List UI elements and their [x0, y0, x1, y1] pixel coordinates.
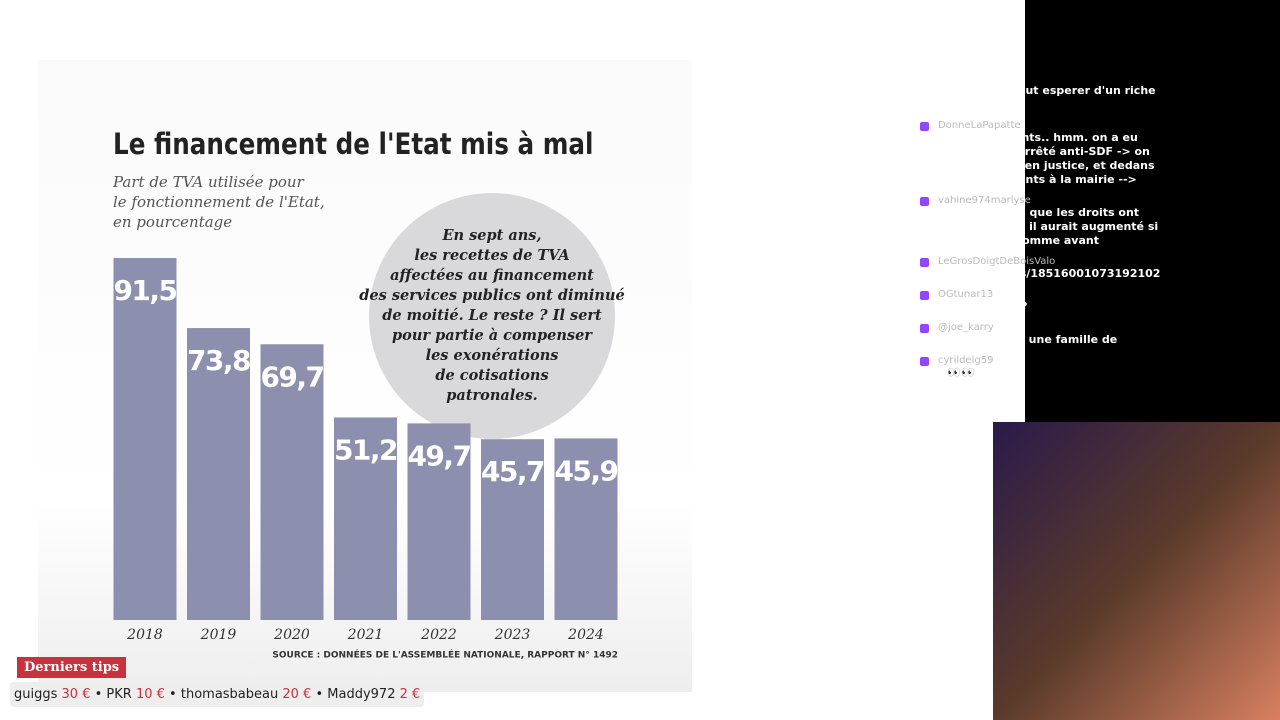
x-tick-label: 2023 — [494, 627, 531, 643]
tip-name: guiggs — [14, 687, 58, 702]
x-tick-label: 2022 — [420, 627, 457, 643]
value-label: 45,9 — [554, 454, 617, 487]
tip-amount: 2 € — [399, 687, 421, 702]
value-label: 69,7 — [260, 360, 323, 393]
separator: • — [90, 687, 107, 702]
annotation: En sept ans, — [441, 227, 541, 244]
x-tick-label: 2021 — [347, 627, 384, 643]
tip-name: Maddy972 — [327, 687, 396, 702]
tip-name: PKR — [106, 687, 132, 702]
bar — [554, 438, 618, 620]
bar — [407, 423, 471, 620]
x-tick-label: 2024 — [567, 627, 604, 643]
chat-line: des commerçants à la mairie --> — [936, 173, 1137, 186]
chat-line: important que une famille de — [936, 333, 1118, 346]
chat-line: ut ce pognon ? — [936, 300, 1028, 313]
bubble — [369, 193, 615, 439]
tips-panel: Derniers tips guiggs 30 € • PKR 10 € • th… — [10, 656, 425, 707]
chat-line: ulême avec l'arrêté anti-SDF -> on — [936, 145, 1150, 158]
chat-line: en shower" — [936, 98, 1006, 111]
value-label: 45,7 — [481, 455, 544, 488]
chat-user: cyrildelg59 — [918, 355, 1248, 366]
subtitle: Part de TVA utilisée pour — [112, 173, 305, 191]
x-tick-label: 2018 — [126, 627, 163, 643]
x-tick-label: 2020 — [273, 627, 310, 643]
bar — [334, 417, 397, 620]
annotation: de cotisations — [435, 367, 548, 384]
annotation: affectées au financement — [390, 267, 594, 284]
bar — [187, 328, 250, 620]
x-tick-label: 2019 — [200, 627, 237, 643]
annotation: patronales. — [446, 387, 537, 404]
chat-user: DonneLaPapatte — [918, 120, 1248, 131]
value-label: 51,2 — [334, 433, 397, 466]
chat-user: @joe_karry — [918, 322, 1248, 333]
source: SOURCE : DONNÉES DE L'ASSEMBLÉE NATIONAL… — [272, 649, 618, 661]
chat-user: LeGrosDoigtDeBoisValo — [918, 256, 1248, 267]
annotation: pour partie à compenser — [392, 327, 593, 344]
separator: • — [164, 687, 181, 702]
chat-user: vahine974marlyse — [918, 195, 1248, 206]
chat-line: ugmenté alors que les droits ont — [936, 206, 1140, 219]
bar — [481, 439, 544, 620]
chat-line: y avait droit comme avant — [936, 234, 1099, 247]
bar — [113, 258, 177, 620]
value-label: 73,8 — [187, 344, 250, 377]
chart-title: Le financement de l'Etat mis à mal — [113, 128, 593, 161]
value-label: 91,5 — [113, 274, 176, 307]
separator: • — [311, 687, 328, 702]
tip-name: thomasbabeau — [180, 687, 279, 702]
chat-messages: ment qu'on peut esperer d'un riche en sho… — [918, 84, 1248, 380]
chat-line: e 👀👀 — [936, 366, 975, 379]
subtitle: le fonctionnement de l'Etat, — [113, 193, 325, 211]
chat-line: ment qu'on peut esperer d'un riche — [936, 84, 1156, 97]
tips-list: guiggs 30 € • PKR 10 € • thomasbabeau 20… — [10, 682, 425, 707]
tip-amount: 30 € — [61, 687, 91, 702]
annotation: des services publics ont diminué — [359, 287, 624, 304]
tip-amount: 10 € — [135, 687, 165, 702]
annotation: de moitié. Le reste ? Il sert — [382, 307, 602, 324]
chat-line: les commerçants.. hmm. on a eu — [936, 131, 1138, 144]
chat-panel — [1025, 0, 1280, 422]
chat-line: Freezze/status/18516001073192102 — [936, 267, 1161, 280]
chat-user: OGtunar13 — [918, 289, 1248, 300]
subtitle: en pourcentage — [113, 213, 232, 231]
bar — [260, 344, 324, 620]
annotation: les exonérations — [426, 347, 559, 364]
tip-amount: 20 € — [282, 687, 312, 702]
chat-line: dossier passé en justice, et dedans — [936, 159, 1155, 172]
value-label: 49,7 — [407, 439, 470, 472]
annotation: les recettes de TVA — [414, 247, 569, 264]
webcam — [993, 422, 1280, 720]
tips-title: Derniers tips — [17, 657, 127, 678]
chat-line: hez à combien il aurait augmenté si — [936, 220, 1159, 233]
